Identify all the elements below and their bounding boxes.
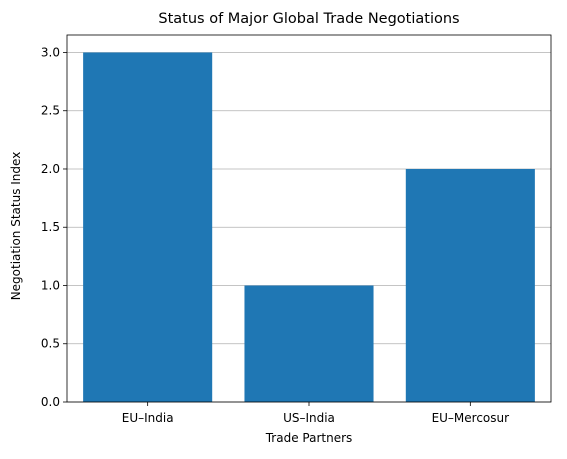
y-tick-label: 0.0 bbox=[41, 395, 60, 409]
y-tick-label: 1.5 bbox=[41, 220, 60, 234]
y-tick-label: 2.5 bbox=[41, 104, 60, 118]
y-tick-label: 1.0 bbox=[41, 278, 60, 292]
plot-frame bbox=[66, 34, 552, 403]
axes bbox=[63, 34, 552, 406]
y-tick-label: 3.0 bbox=[41, 45, 60, 59]
x-tick-label: EU–Mercosur bbox=[432, 411, 510, 425]
chart-title: Status of Major Global Trade Negotiation… bbox=[158, 11, 459, 27]
tick-labels: 0.0 0.5 1.0 1.5 2.0 2.5 3.0 EU–India US–India EU–… bbox=[41, 45, 509, 425]
y-tick-label: 2.0 bbox=[41, 162, 60, 176]
y-tick-label: 0.5 bbox=[41, 337, 60, 351]
bar-0 bbox=[83, 52, 213, 402]
bars bbox=[83, 52, 535, 402]
bar-2 bbox=[405, 168, 535, 402]
x-tick-label: EU–India bbox=[122, 411, 174, 425]
x-axis-label: Trade Partners bbox=[265, 431, 353, 445]
x-tick-label: US–India bbox=[283, 411, 335, 425]
y-axis-label: Negotiation Status Index bbox=[9, 152, 23, 301]
bar-1 bbox=[244, 285, 374, 402]
